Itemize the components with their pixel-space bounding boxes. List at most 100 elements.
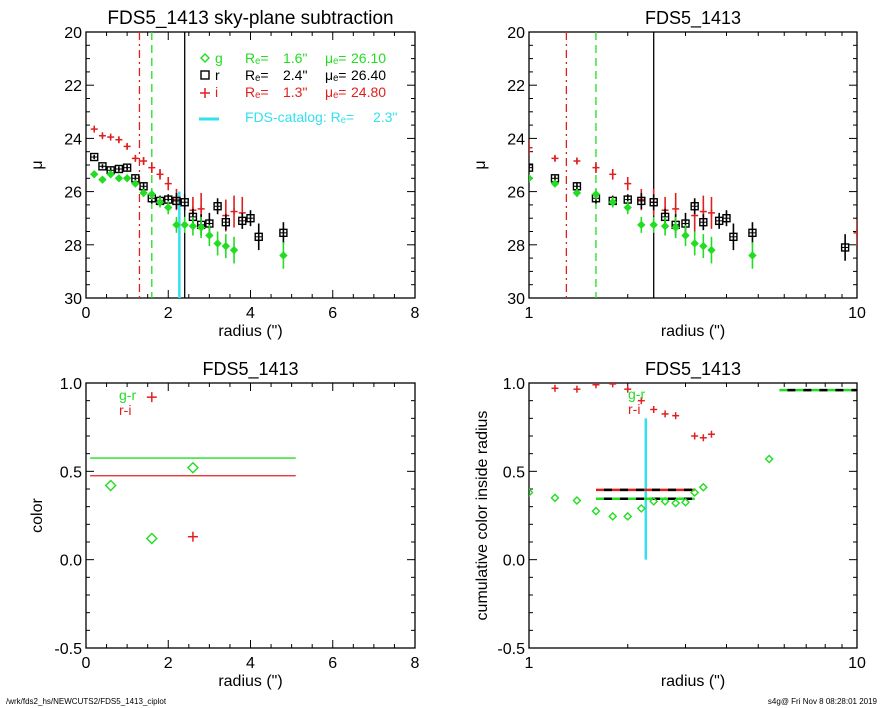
point-plus-i — [90, 125, 98, 133]
point-plus-i — [624, 180, 632, 188]
point-diamond-g — [90, 170, 99, 179]
point-plus-i — [707, 430, 715, 438]
legend: g-rr-i — [628, 386, 645, 417]
legend-mu-label: μₑ= — [325, 50, 346, 66]
chart-p2: FDS5_1413 1 10 radius (") 20 22 24 26 28 30 μ — [472, 8, 866, 340]
y-tick-label: 30 — [64, 291, 82, 308]
point-diamond-g — [550, 493, 560, 503]
plot-frame — [528, 382, 858, 649]
x-tick-label: 0 — [82, 305, 91, 322]
point-diamond-g — [649, 220, 658, 230]
point-diamond-g — [529, 174, 534, 183]
y-tick-label: 28 — [64, 238, 82, 255]
plot-area — [90, 32, 288, 298]
chart-p4: FDS5_1413 1 10 radius (") -0.5 0.0 0.5 1.0 cumul… — [474, 359, 866, 690]
point-plus-i — [624, 385, 632, 393]
point-plus-i — [197, 205, 205, 213]
y-tick-label: 24 — [64, 131, 82, 148]
y-tick-label: -0.5 — [497, 641, 525, 658]
point-plus-i — [672, 412, 680, 420]
x-tick-label: 2 — [164, 305, 173, 322]
legend-re-label: Rₑ= — [245, 67, 269, 83]
point-diamond-g — [591, 190, 601, 199]
legend-band-label: r — [215, 67, 220, 83]
y-tick-label: 1.0 — [503, 376, 525, 393]
point-diamond-g — [180, 220, 189, 230]
legend-mu-value: 24.80 — [351, 84, 386, 100]
point-plus-i — [551, 154, 559, 162]
legend-g-r: g-r — [628, 386, 645, 402]
legend-r-i: r-i — [628, 401, 640, 417]
point-plus-i — [115, 136, 123, 144]
point-diamond-g — [699, 241, 708, 251]
point-plus-i — [699, 208, 707, 216]
point-diamond-g — [690, 488, 700, 498]
x-tick-label: 8 — [411, 655, 420, 672]
point-diamond-g — [748, 251, 757, 260]
point-diamond-g — [229, 245, 239, 255]
point-plus-i — [187, 531, 198, 542]
point-diamond-g — [572, 495, 582, 505]
x-axis-label: radius (") — [218, 323, 282, 340]
point-diamond-g — [104, 479, 117, 492]
point-diamond-g — [660, 221, 670, 231]
point-diamond-g — [681, 497, 690, 507]
point-diamond-g — [186, 461, 199, 474]
legend-mu-label: μₑ= — [325, 67, 346, 83]
chart-title: FDS5_1413 — [202, 359, 298, 380]
point-diamond-g — [106, 170, 115, 179]
plot-frame — [528, 31, 858, 299]
point-plus-i — [98, 132, 106, 140]
x-tick-label: 6 — [328, 655, 337, 672]
point-diamond-g — [196, 223, 206, 232]
plot-frame — [85, 382, 416, 649]
point-plus-i — [661, 410, 669, 418]
plot-area — [90, 392, 296, 545]
point-diamond-g — [671, 498, 681, 508]
point-diamond-g — [572, 188, 582, 198]
legend-r-i: r-i — [119, 402, 131, 418]
point-diamond-g — [649, 496, 659, 506]
y-tick-label: 0.5 — [503, 464, 525, 481]
point-diamond-g — [98, 175, 107, 184]
legend: g-rr-i — [119, 387, 136, 418]
y-tick-label: 24 — [507, 131, 525, 148]
point-plus-i — [230, 208, 238, 216]
footer-timestamp: s4g@ Fri Nov 8 08:28:01 2019 — [767, 697, 877, 706]
point-diamond-g — [698, 482, 708, 492]
y-tick-label: 0.0 — [503, 553, 525, 570]
point-diamond-g — [608, 198, 617, 207]
point-plus-i — [707, 209, 715, 217]
plot-area — [529, 383, 857, 560]
y-tick-label: 1.0 — [60, 376, 82, 393]
x-tick-label: 0 — [82, 655, 91, 672]
point-diamond-g — [155, 198, 165, 207]
legend: g Rₑ= 1.6" μₑ= 26.10 r Rₑ= 2.4" μₑ= 26.40 i Rₑ= 1.3"… — [199, 50, 397, 125]
y-axis-label: cumulative color inside radius — [474, 411, 491, 621]
legend-catalog-value: 2.3" — [373, 109, 397, 125]
point-diamond-g — [172, 220, 181, 230]
point-diamond-g — [213, 239, 222, 248]
x-axis-label: radius (") — [218, 673, 282, 690]
point-plus-i — [573, 157, 581, 165]
point-diamond-g — [122, 174, 132, 183]
point-plus-i — [146, 392, 157, 403]
point-plus-i — [637, 397, 645, 405]
y-tick-label: 0.5 — [60, 464, 82, 481]
y-tick-label: 30 — [507, 291, 525, 308]
point-diamond-g — [707, 245, 716, 255]
point-diamond-g — [681, 231, 690, 240]
y-tick-label: 26 — [64, 185, 82, 202]
y-tick-label: 20 — [507, 25, 525, 42]
x-tick-label: 10 — [848, 655, 866, 672]
x-tick-label: 10 — [848, 305, 866, 322]
y-tick-label: 22 — [64, 78, 82, 95]
point-diamond-g — [637, 220, 646, 230]
legend-re-value: 2.4" — [283, 67, 307, 83]
x-axis-label: radius (") — [661, 323, 725, 340]
point-plus-i — [672, 205, 680, 213]
point-plus-i — [123, 142, 131, 150]
point-diamond-g — [221, 241, 231, 251]
